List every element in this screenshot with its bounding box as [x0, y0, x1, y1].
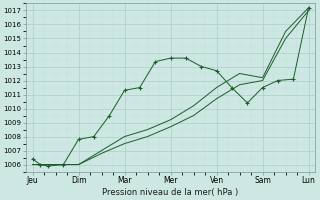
- X-axis label: Pression niveau de la mer( hPa ): Pression niveau de la mer( hPa ): [102, 188, 239, 197]
